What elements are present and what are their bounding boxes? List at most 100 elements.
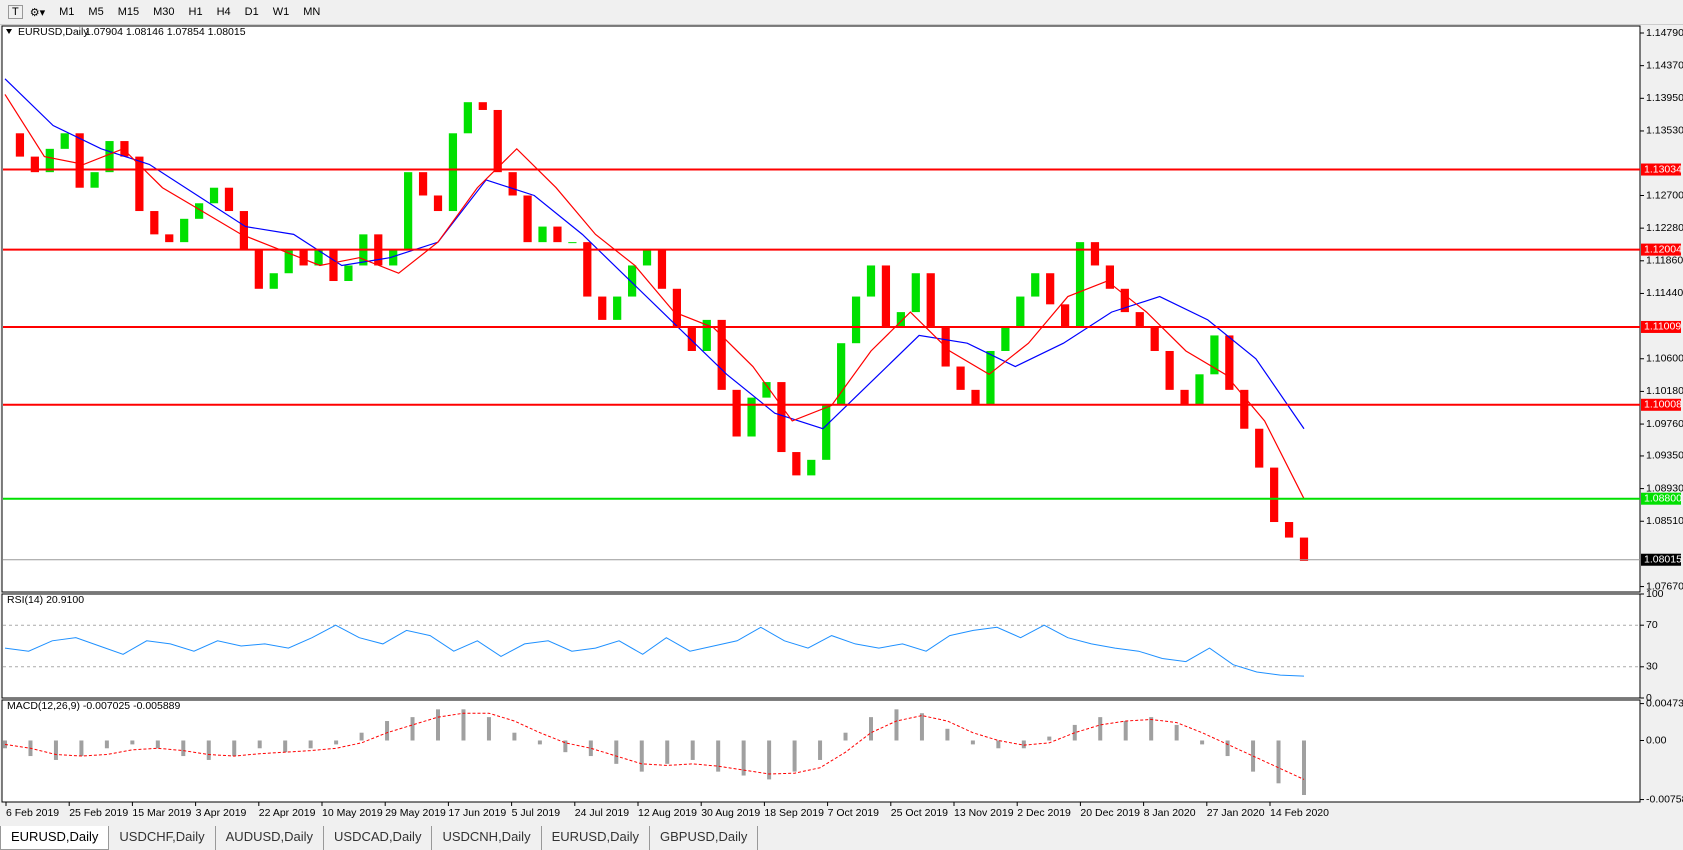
macd-bar [996,740,1001,749]
candle [1165,350,1174,390]
chart-tab[interactable]: USDCAD,Daily [324,826,433,850]
y-tick-label: 70 [1646,619,1658,631]
chart-tab[interactable]: GBPUSD,Daily [650,826,759,850]
timeframe-button[interactable]: M30 [153,6,175,18]
candle [329,249,338,282]
chart-window: EURUSD,Daily 1.14790 1.14370 1.13950 1.13530… [1,25,1683,819]
candle [478,102,487,110]
chart-tab[interactable]: USDCNH,Daily [432,826,542,850]
candle [687,327,696,351]
timeframe-button[interactable]: M1 [59,6,75,18]
panel-title: MACD(12,26,9) -0.007025 -0.005889 [7,700,181,712]
macd-bar [308,740,313,749]
macd-bar [588,740,593,757]
macd-bar [359,732,364,741]
timeframe-button[interactable]: MN [303,6,321,18]
macd-bar [639,740,644,772]
y-tick-label: 1.11440 [1646,287,1683,299]
macd-bar [767,740,772,780]
collapse-arrow [6,29,12,34]
candle [672,288,682,328]
candle [568,242,577,244]
candle [1075,242,1085,328]
x-tick-label: 2 Dec 2019 [1017,807,1071,819]
toolbar: T ⚙▾ M1 M5 M15 M30 H1 H4 D1 W1 MN [0,0,1683,25]
candle [463,102,472,134]
macd-bar [1047,736,1052,741]
macd-bar [436,709,440,741]
candle [553,226,562,243]
candle [747,397,756,437]
panel-title: RSI(14) 20.9100 [7,594,84,606]
x-tick-label: 10 May 2019 [322,807,383,819]
candle [1240,389,1249,429]
level-label-bg [1641,553,1681,566]
level-label-bg [1641,398,1681,411]
quote: 1.07904 1.08146 1.07854 1.08015 [85,26,246,38]
x-tick-label: 30 Aug 2019 [701,807,760,819]
candle [1299,537,1309,561]
level-label: 1.10008 [1644,399,1682,411]
timeframe-button[interactable]: M5 [88,6,104,18]
chart-tab[interactable]: AUDUSD,Daily [216,826,325,850]
macd-bar [206,740,211,760]
level-label: 1.12004 [1644,243,1682,255]
timeframe-button[interactable]: W1 [272,6,290,18]
timeframe-button[interactable]: M15 [117,6,140,18]
timeframe-button[interactable]: H1 [188,6,203,18]
chart-tab[interactable]: EURUSD,Daily [0,826,110,850]
macd-bar [155,740,160,749]
panel-title: EURUSD,Daily [18,26,89,38]
macd-bar [257,740,262,749]
candle [1120,288,1129,313]
candle [926,273,935,328]
candle [1046,273,1055,305]
candle [1255,428,1264,468]
candle [1225,335,1234,390]
candle [702,319,711,351]
y-tick-label: 1.09760 [1646,418,1683,430]
candle [866,265,876,297]
level-label-bg [1641,320,1681,333]
macd-bar [283,740,288,753]
level-label: 1.08015 [1644,554,1682,566]
x-tick-label: 5 Jul 2019 [512,807,561,819]
candle [344,265,353,282]
candle [583,242,592,297]
candle [239,211,249,250]
macd-bar [614,740,619,764]
y-tick-label: 1.11860 [1646,255,1683,267]
candle [1180,389,1189,406]
chart-tab[interactable]: USDCHF,Daily [109,826,216,850]
candle [1001,327,1010,351]
candle [493,109,502,173]
macd-bar [130,740,135,745]
candle [613,296,622,320]
candle [314,249,323,266]
candle [538,226,547,243]
candle [642,249,652,266]
macd-bar [334,740,339,745]
candle [284,249,293,274]
x-tick-label: 25 Oct 2019 [891,807,948,819]
candle [194,203,204,219]
candle [851,296,861,344]
y-tick-label: 1.14370 [1646,59,1683,71]
candle [822,405,831,460]
macd-bar [181,740,186,757]
x-tick-label: 25 Feb 2019 [69,807,128,819]
macd-bar [1302,740,1306,795]
macd-bar [410,717,415,741]
chart-tab[interactable]: EURUSD,Daily [542,826,650,850]
candle [627,265,637,297]
tab-bar: EURUSD,Daily USDCHF,Daily AUDUSD,Daily USDC… [0,826,1683,850]
y-tick-label: 1.09350 [1646,450,1683,462]
candle [105,141,114,173]
candle [777,382,786,453]
candle [986,350,995,406]
candle [1105,265,1115,289]
timeframe-button[interactable]: D1 [244,6,259,18]
timeframe-button[interactable]: H4 [216,6,231,18]
y-tick-label: 1.10600 [1646,353,1683,365]
